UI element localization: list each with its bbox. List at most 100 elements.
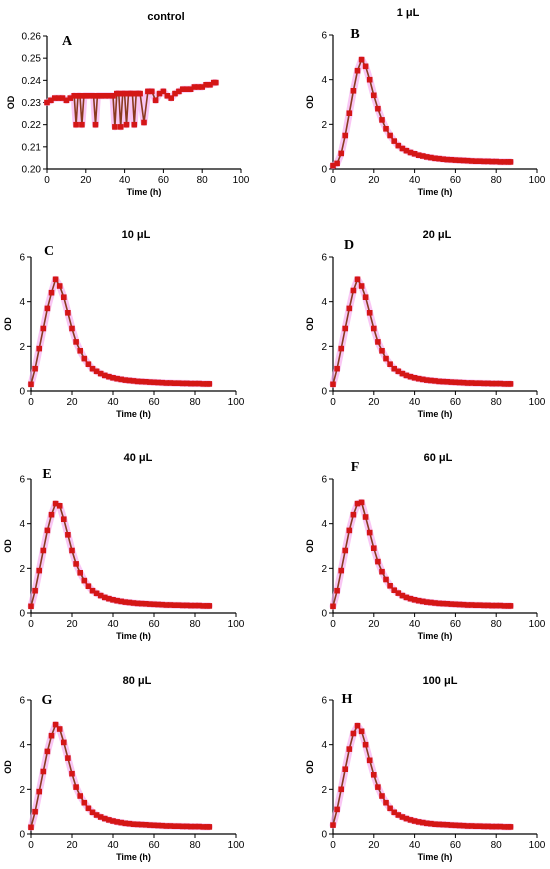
data-point [32, 587, 38, 594]
panel-title: 10 μL [122, 229, 151, 241]
data-point [411, 818, 418, 824]
data-point [85, 583, 92, 589]
data-point [497, 602, 504, 609]
data-point [138, 600, 145, 607]
data-point [48, 289, 55, 296]
y-tick-label: 2 [321, 342, 327, 353]
data-point [497, 823, 504, 830]
data-point [448, 157, 455, 163]
data-point [77, 348, 83, 354]
data-point [141, 119, 147, 126]
data-point [167, 380, 174, 386]
y-axis-title: OD [3, 760, 13, 774]
x-tick-label: 60 [158, 175, 170, 186]
data-point [493, 380, 499, 387]
data-point [391, 809, 397, 816]
data-point [362, 514, 369, 520]
data-point [86, 93, 93, 99]
data-point [362, 63, 369, 70]
data-point [151, 601, 157, 608]
data-point [67, 95, 74, 101]
y-axis-title: OD [305, 539, 315, 553]
series-line [332, 278, 511, 385]
y-tick-label: 6 [19, 475, 25, 486]
data-point [73, 121, 79, 128]
data-point [143, 379, 149, 385]
data-point [188, 380, 194, 387]
data-point [65, 532, 71, 538]
data-point [71, 93, 77, 99]
data-point [444, 822, 450, 828]
data-point [171, 602, 178, 608]
panel-letter: B [350, 27, 359, 42]
data-point [415, 819, 422, 825]
data-point [118, 376, 124, 383]
data-point [126, 820, 133, 827]
data-point [338, 567, 344, 574]
x-tick-label: 40 [107, 397, 119, 408]
data-point [152, 97, 159, 104]
data-point [468, 380, 475, 386]
x-tick-label: 20 [80, 175, 92, 186]
y-tick-label: 0.21 [22, 142, 42, 153]
data-point [85, 805, 92, 812]
data-point [477, 380, 483, 386]
x-tick-label: 0 [330, 840, 336, 851]
y-tick-label: 4 [19, 519, 25, 530]
data-point [116, 90, 122, 97]
x-tick-label: 80 [197, 175, 209, 186]
data-point [159, 601, 165, 608]
series-halo [27, 275, 213, 388]
panel-title: 40 μL [124, 452, 153, 464]
x-tick-label: 100 [228, 840, 245, 851]
data-point [167, 602, 174, 608]
data-point [196, 380, 202, 387]
data-point [436, 378, 442, 385]
data-point [383, 576, 389, 583]
y-tick-label: 4 [321, 740, 327, 751]
data-point [444, 379, 450, 385]
y-tick-label: 6 [321, 696, 327, 707]
data-point [330, 603, 336, 610]
panel-title: 100 μL [423, 675, 458, 687]
data-point [131, 121, 138, 128]
data-point [61, 294, 67, 300]
x-tick-label: 40 [409, 397, 421, 408]
x-tick-label: 0 [330, 397, 336, 408]
data-point [403, 372, 410, 379]
data-point [407, 373, 414, 380]
y-tick-label: 6 [321, 253, 327, 264]
y-tick-label: 6 [321, 475, 327, 486]
data-point [403, 147, 410, 154]
data-point [460, 822, 467, 829]
x-tick-label: 20 [368, 619, 380, 630]
data-point [126, 377, 133, 384]
data-point [106, 373, 112, 380]
data-point [399, 592, 406, 599]
panel-title: 20 μL [423, 229, 452, 241]
y-tick-label: 0.22 [22, 120, 42, 131]
data-point [163, 602, 170, 608]
data-point [346, 746, 353, 752]
data-point [424, 599, 430, 605]
data-point [366, 757, 373, 764]
data-point [171, 823, 178, 829]
data-point [342, 132, 348, 139]
data-point [196, 823, 202, 830]
data-point [145, 88, 151, 95]
data-point [195, 84, 202, 90]
data-point [489, 158, 495, 165]
data-point [156, 90, 163, 97]
x-axis-title: Time (h) [418, 409, 453, 419]
data-point [379, 793, 385, 799]
x-tick-label: 0 [44, 175, 50, 186]
y-tick-label: 2 [19, 785, 25, 796]
data-point [468, 823, 475, 829]
data-point [93, 368, 100, 375]
data-point [192, 380, 198, 387]
x-tick-label: 60 [148, 397, 160, 408]
panel-letter: H [342, 692, 353, 707]
data-point [40, 325, 47, 332]
data-point [36, 788, 42, 795]
data-point [59, 95, 66, 101]
